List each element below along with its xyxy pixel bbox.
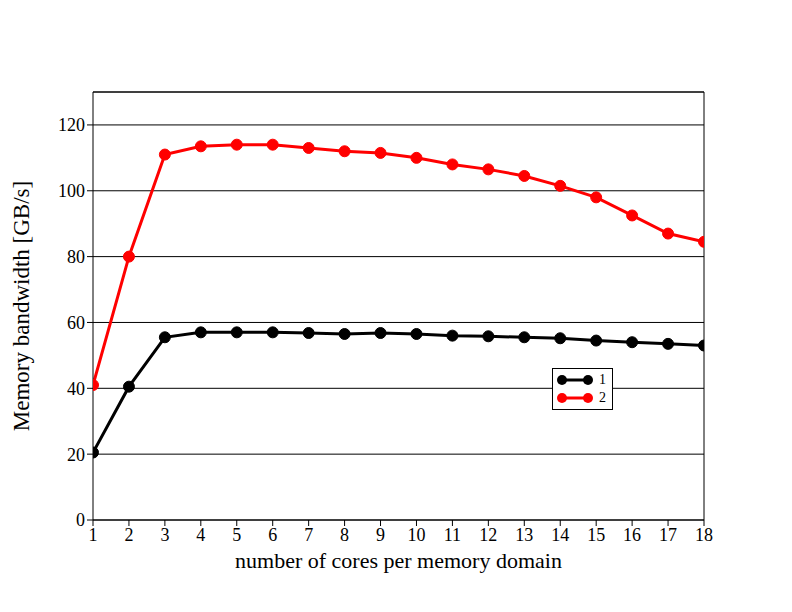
svg-text:20: 20 [67, 445, 85, 465]
svg-text:18: 18 [695, 525, 713, 545]
svg-text:12: 12 [479, 525, 497, 545]
svg-text:6: 6 [268, 525, 277, 545]
svg-text:16: 16 [623, 525, 641, 545]
html-text:2: 2 [599, 390, 606, 405]
svg-text:9: 9 [376, 525, 385, 545]
html-text:1: 1 [599, 372, 606, 387]
svg-text:10: 10 [407, 525, 425, 545]
svg-text:80: 80 [67, 247, 85, 267]
svg-text:number of cores per memory dom: number of cores per memory domain [235, 548, 562, 573]
svg-text:13: 13 [515, 525, 533, 545]
svg-text:40: 40 [67, 379, 85, 399]
svg-text:15: 15 [587, 525, 605, 545]
svg-text:7: 7 [304, 525, 313, 545]
svg-text:1: 1 [89, 525, 98, 545]
svg-text:8: 8 [340, 525, 349, 545]
svg-text:0: 0 [76, 510, 85, 530]
svg-text:17: 17 [659, 525, 677, 545]
svg-text:Memory bandwidth [GB/s]: Memory bandwidth [GB/s] [9, 181, 34, 431]
svg-text:5: 5 [232, 525, 241, 545]
svg-text:4: 4 [196, 525, 205, 545]
svg-text:3: 3 [160, 525, 169, 545]
svg-text:11: 11 [444, 525, 461, 545]
svg-text:2: 2 [124, 525, 133, 545]
svg-text:100: 100 [58, 181, 85, 201]
svg-text:120: 120 [58, 115, 85, 135]
svg-text:60: 60 [67, 313, 85, 333]
svg-text:14: 14 [551, 525, 569, 545]
